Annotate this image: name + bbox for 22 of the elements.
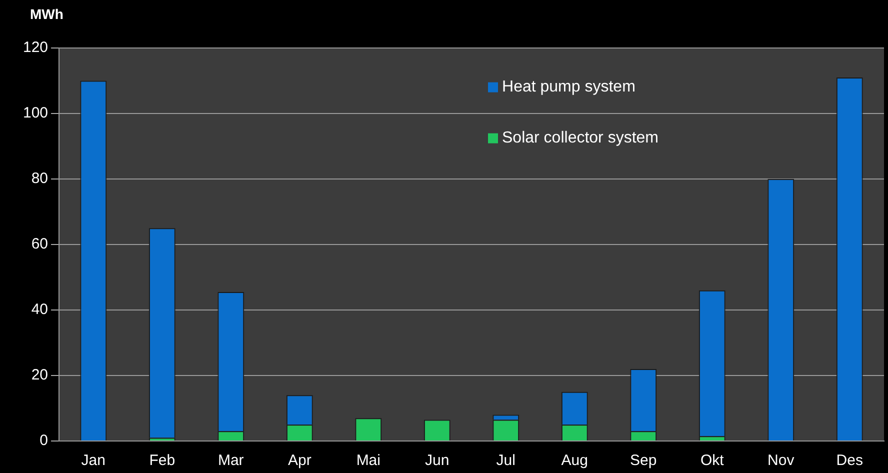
y-axis-title: MWh bbox=[30, 6, 64, 22]
x-tick-label: Des bbox=[836, 452, 863, 470]
x-tick-label: Apr bbox=[288, 452, 312, 470]
x-tick-label: Mar bbox=[218, 452, 244, 470]
y-tick-label: 20 bbox=[31, 366, 48, 384]
x-tick-label: Mai bbox=[356, 452, 380, 470]
x-tick-label: Sep bbox=[630, 452, 657, 470]
y-tick-label: 60 bbox=[31, 236, 48, 253]
x-tick-label: Feb bbox=[149, 452, 176, 470]
x-tick-label: Nov bbox=[768, 452, 795, 470]
x-tick-label: Okt bbox=[700, 452, 725, 470]
x-tick-label: Jun bbox=[425, 452, 450, 470]
y-tick-label: 80 bbox=[31, 170, 48, 188]
y-tick-label: 0 bbox=[40, 432, 48, 450]
legend-label: Heat pump system bbox=[502, 78, 636, 96]
legend-label: Solar collector system bbox=[502, 130, 659, 147]
y-tick-label: 100 bbox=[22, 104, 48, 122]
y-tick-label: 120 bbox=[22, 39, 48, 56]
x-tick-label: Jan bbox=[81, 452, 106, 470]
x-tick-label: Aug bbox=[561, 452, 588, 470]
y-tick-label: 40 bbox=[31, 301, 48, 318]
x-tick-label: Jul bbox=[496, 452, 516, 470]
